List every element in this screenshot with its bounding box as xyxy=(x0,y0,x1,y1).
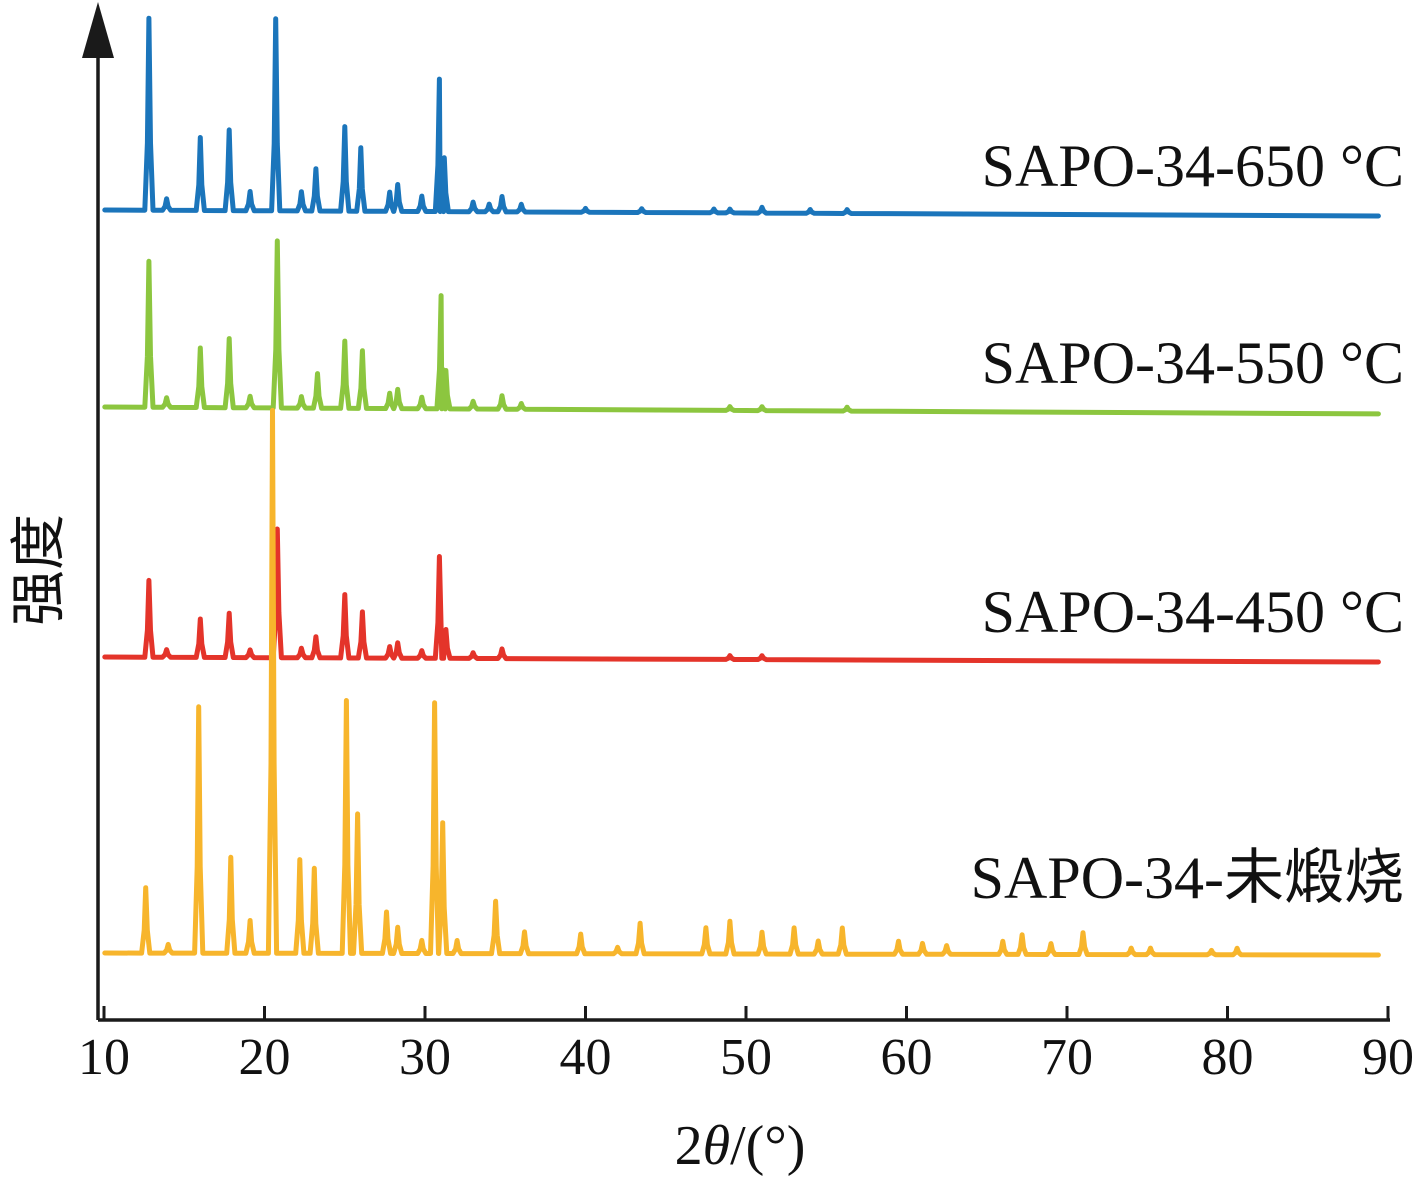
y-axis-arrow xyxy=(82,2,114,58)
y-axis-title: 强度 xyxy=(9,514,71,626)
x-axis-ticks: 10 20 30 40 50 60 70 80 90 xyxy=(78,1006,1414,1086)
series-line-1 xyxy=(102,238,1381,417)
x-tick-label: 40 xyxy=(560,1029,612,1086)
x-tick-label: 60 xyxy=(881,1029,933,1086)
x-tick-label: 20 xyxy=(239,1029,291,1086)
series-labels: SAPO-34-650 °C SAPO-34-550 °C SAPO-34-450 … xyxy=(971,133,1404,911)
series-label-2: SAPO-34-450 °C xyxy=(982,579,1404,645)
x-axis-title: 2θ/(°) xyxy=(675,1115,806,1177)
x-tick-label: 70 xyxy=(1041,1029,1093,1086)
x-tick-label: 50 xyxy=(720,1029,772,1086)
series-line-2 xyxy=(102,526,1381,665)
series-line-3 xyxy=(102,407,1381,958)
series-label-0: SAPO-34-650 °C xyxy=(982,133,1404,199)
series-label-1: SAPO-34-550 °C xyxy=(982,330,1404,396)
x-tick-label: 30 xyxy=(399,1029,451,1086)
series-group xyxy=(102,15,1381,958)
x-tick-label: 80 xyxy=(1202,1029,1254,1086)
x-tick-label: 10 xyxy=(78,1029,130,1086)
series-label-3: SAPO-34-未煅烧 xyxy=(971,845,1404,911)
series-line-0 xyxy=(102,15,1381,219)
x-tick-label: 90 xyxy=(1362,1029,1414,1086)
